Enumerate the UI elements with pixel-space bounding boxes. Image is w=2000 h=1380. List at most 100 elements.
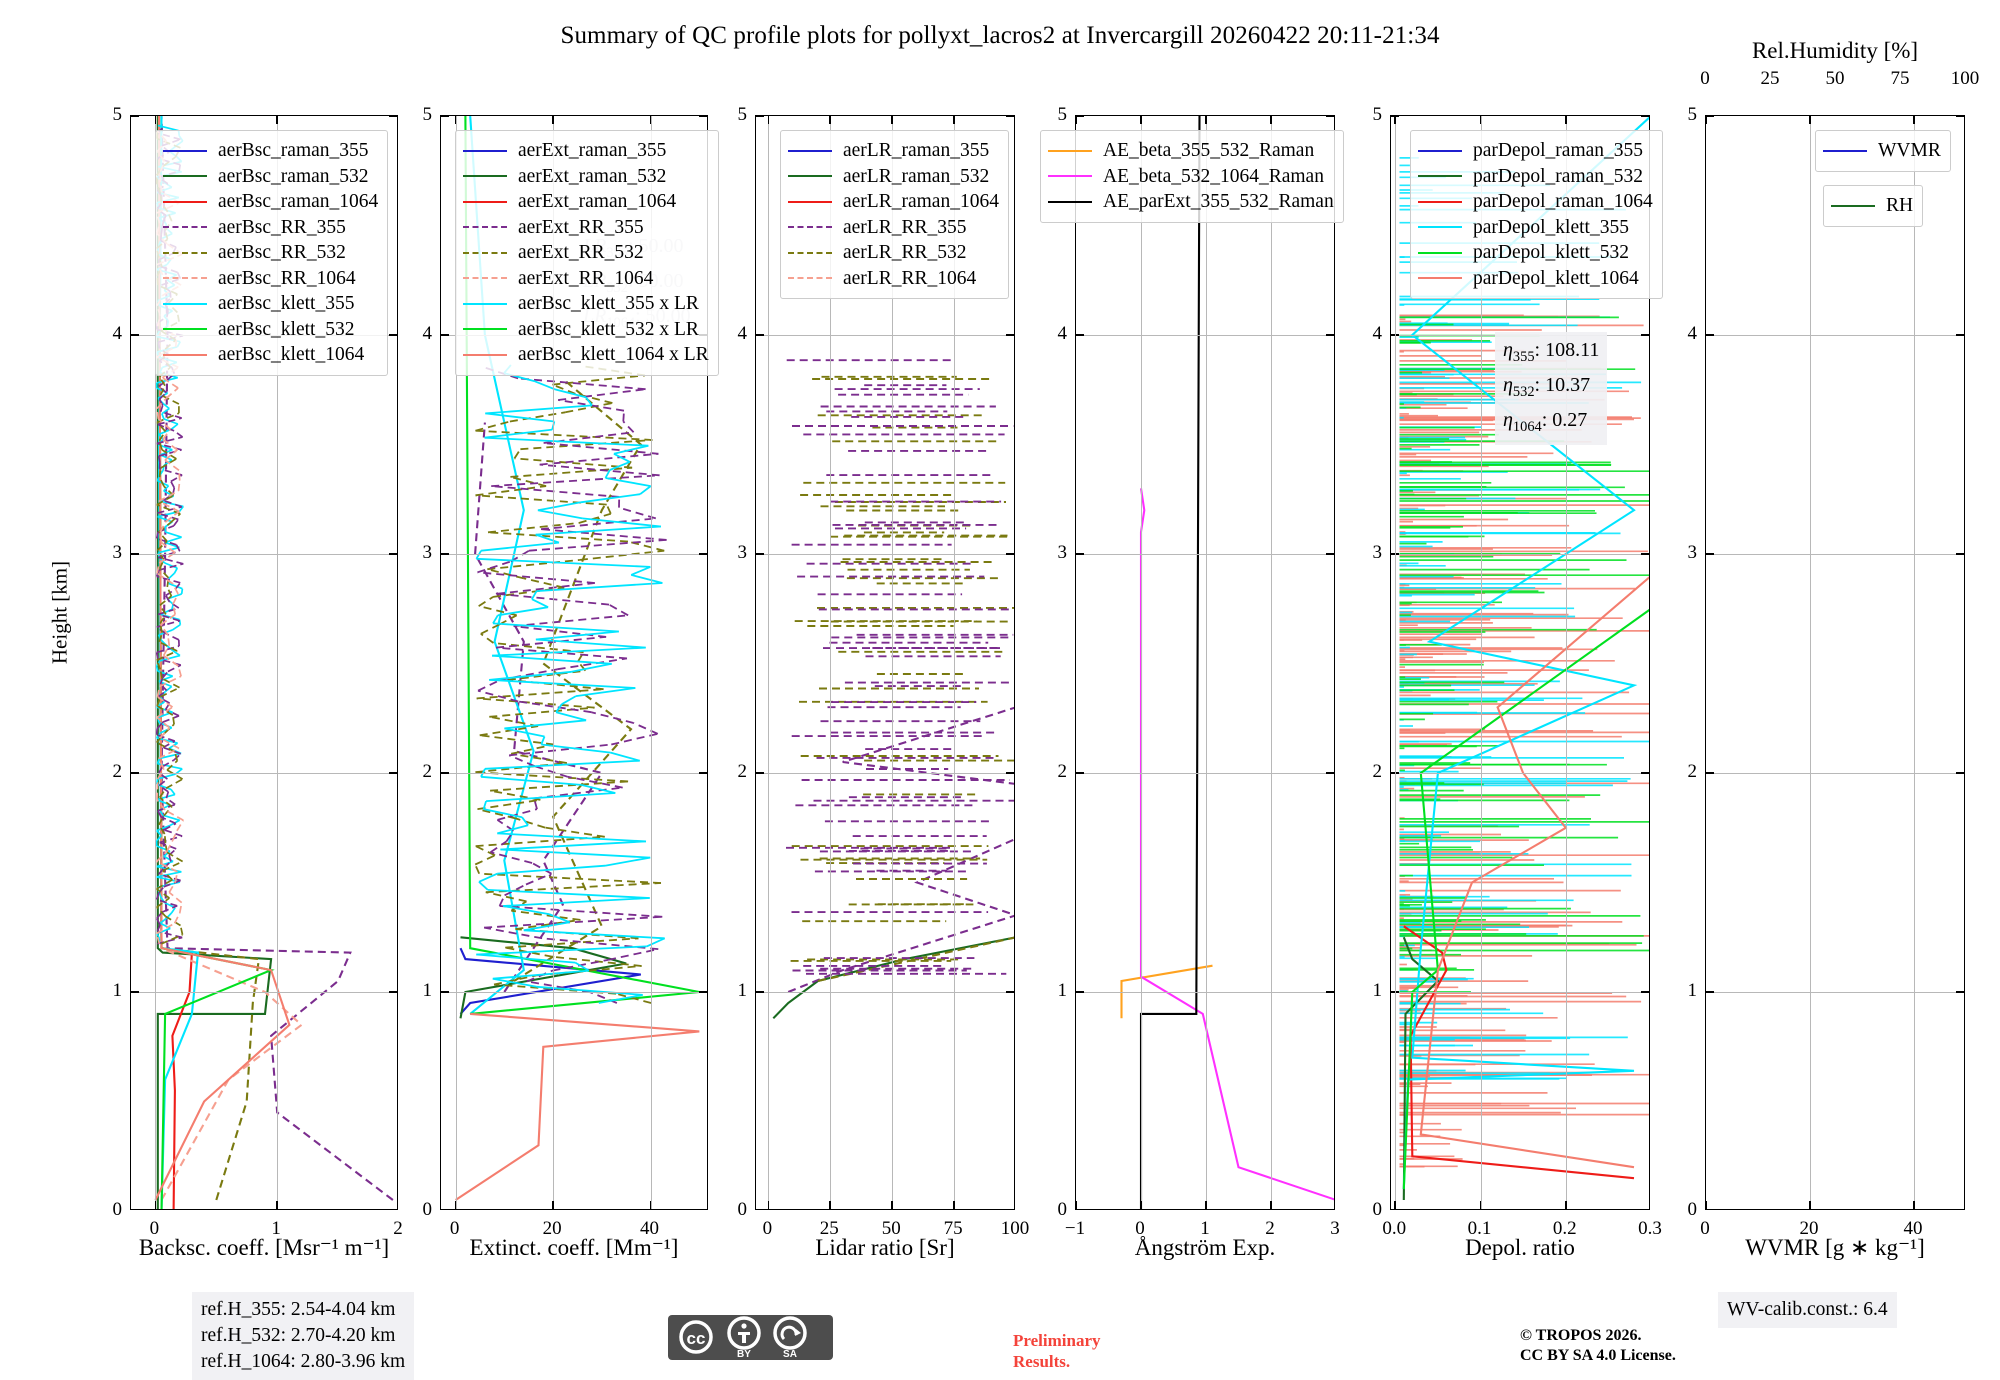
legend-item[interactable]: aerBsc_RR_1064 [163,266,378,292]
y-axis-tick [1006,115,1014,117]
legend-swatch [163,354,207,356]
legend-item[interactable]: aerExt_RR_355 [463,215,709,241]
y-axis-tick [699,115,707,117]
legend-item[interactable]: RH [1831,193,1913,219]
wvmr-curves [1706,116,1965,1210]
y-axis-tick [756,115,764,117]
y-tick-label: 2 [1667,761,1697,783]
legend-item[interactable]: aerExt_RR_1064 [463,266,709,292]
legend-item[interactable]: aerBsc_klett_355 [163,291,378,317]
x-tick-label: 20 [1800,1218,1819,1240]
copyright-line-1: © TROPOS 2026. [1520,1326,1676,1346]
legend-item[interactable]: aerBsc_klett_1064 [163,342,378,368]
legend-item[interactable]: aerExt_raman_355 [463,138,709,164]
legend-item[interactable]: parDepol_raman_532 [1418,164,1653,190]
legend-swatch [1831,205,1875,207]
legend-item[interactable]: parDepol_klett_1064 [1418,266,1653,292]
gridline-horizontal [441,773,707,774]
legend-item[interactable]: aerLR_raman_1064 [788,189,999,215]
gridline-horizontal [1391,992,1649,993]
legend-item[interactable]: aerLR_raman_355 [788,138,999,164]
y-axis-tick [441,772,449,774]
legend-relative-humidity[interactable]: RH [1823,185,1923,227]
legend-item[interactable]: aerBsc_raman_355 [163,138,378,164]
legend-item[interactable]: aerBsc_RR_532 [163,240,378,266]
x-tick-label: 0 [450,1218,460,1240]
legend-swatch [463,354,507,356]
y-tick-label: 0 [1352,1199,1382,1221]
legend-item[interactable]: aerExt_raman_1064 [463,189,709,215]
x-axis-tick [155,1201,157,1209]
x-tick-label: 50 [882,1218,901,1240]
x-axis-tick [1705,1201,1707,1209]
legend-item[interactable]: aerLR_RR_532 [788,240,999,266]
y-tick-label: 0 [1667,1199,1697,1221]
x-tick-label: 0 [1700,1218,1710,1240]
legend-item[interactable]: parDepol_klett_532 [1418,240,1653,266]
legend-label: parDepol_raman_1064 [1473,189,1653,215]
legend-item[interactable]: AE_parExt_355_532_Raman [1048,189,1334,215]
y-axis-tick [1641,334,1649,336]
x-tick-label: 100 [1001,1218,1030,1240]
legend-item[interactable]: WVMR [1823,138,1941,164]
legend-item[interactable]: aerLR_raman_532 [788,164,999,190]
legend-item[interactable]: aerBsc_RR_355 [163,215,378,241]
y-axis-tick [1326,334,1334,336]
x-axis-tick [1565,116,1567,124]
x-axis-tick [953,116,955,124]
x-axis-tick [1394,1201,1396,1209]
svg-text:SA: SA [783,1349,797,1360]
legend-wvmr[interactable]: WVMR [1815,130,1951,172]
y-tick-label: 4 [1352,323,1382,345]
y-axis-tick [1956,772,1964,774]
x-axis-tick [768,1201,770,1209]
legend-item[interactable]: aerBsc_klett_1064 x LR [463,342,709,368]
gridline-horizontal [1391,773,1649,774]
legend-item[interactable]: aerLR_RR_1064 [788,266,999,292]
plot-area-water-vapour[interactable] [1705,115,1965,1210]
axis-title-backscatter: Backsc. coeff. [Msr⁻¹ m⁻¹] [130,1235,398,1261]
x-axis-tick [829,1201,831,1209]
x-tick-label: 2 [393,1218,403,1240]
legend-item[interactable]: aerBsc_klett_355 x LR [463,291,709,317]
legend-swatch [1048,175,1092,177]
legend-label: WVMR [1878,138,1941,164]
gridline-horizontal [1391,554,1649,555]
x-tick-label: 1 [271,1218,281,1240]
y-axis-tick [131,334,139,336]
plot-area-angstroem[interactable] [1075,115,1335,1210]
gridline-horizontal [756,992,1014,993]
legend-item[interactable]: parDepol_raman_355 [1418,138,1653,164]
legend-item[interactable]: parDepol_klett_355 [1418,215,1653,241]
legend-item[interactable]: aerLR_RR_355 [788,215,999,241]
legend-label: aerBsc_klett_355 [218,291,354,317]
legend-item[interactable]: AE_beta_532_1064_Raman [1048,164,1334,190]
legend-item[interactable]: AE_beta_355_532_Raman [1048,138,1334,164]
legend-item[interactable]: aerExt_raman_532 [463,164,709,190]
legend-item[interactable]: aerBsc_klett_532 x LR [463,317,709,343]
y-tick-label: 0 [402,1199,432,1221]
y-tick-label: 2 [402,761,432,783]
legend-item[interactable]: aerBsc_raman_1064 [163,189,378,215]
gridline-horizontal [1706,773,1964,774]
x-axis-tick [276,116,278,124]
x-axis-tick [768,116,770,124]
legend-label: aerBsc_klett_532 [218,317,354,343]
legend-item[interactable]: aerExt_RR_532 [463,240,709,266]
y-tick-label: 1 [92,980,122,1002]
legend-item[interactable]: aerBsc_raman_532 [163,164,378,190]
legend-swatch [788,201,832,203]
legend-item[interactable]: parDepol_raman_1064 [1418,189,1653,215]
x-axis-tick [1480,1201,1482,1209]
legend-swatch [1418,252,1462,254]
y-tick-label: 3 [92,542,122,564]
y-axis-tick [1076,553,1084,555]
x-tick-label: 0.2 [1553,1218,1577,1240]
legend-item[interactable]: aerBsc_klett_532 [163,317,378,343]
wv-calib-value: WV-calib.const.: 6.4 [1727,1297,1888,1323]
